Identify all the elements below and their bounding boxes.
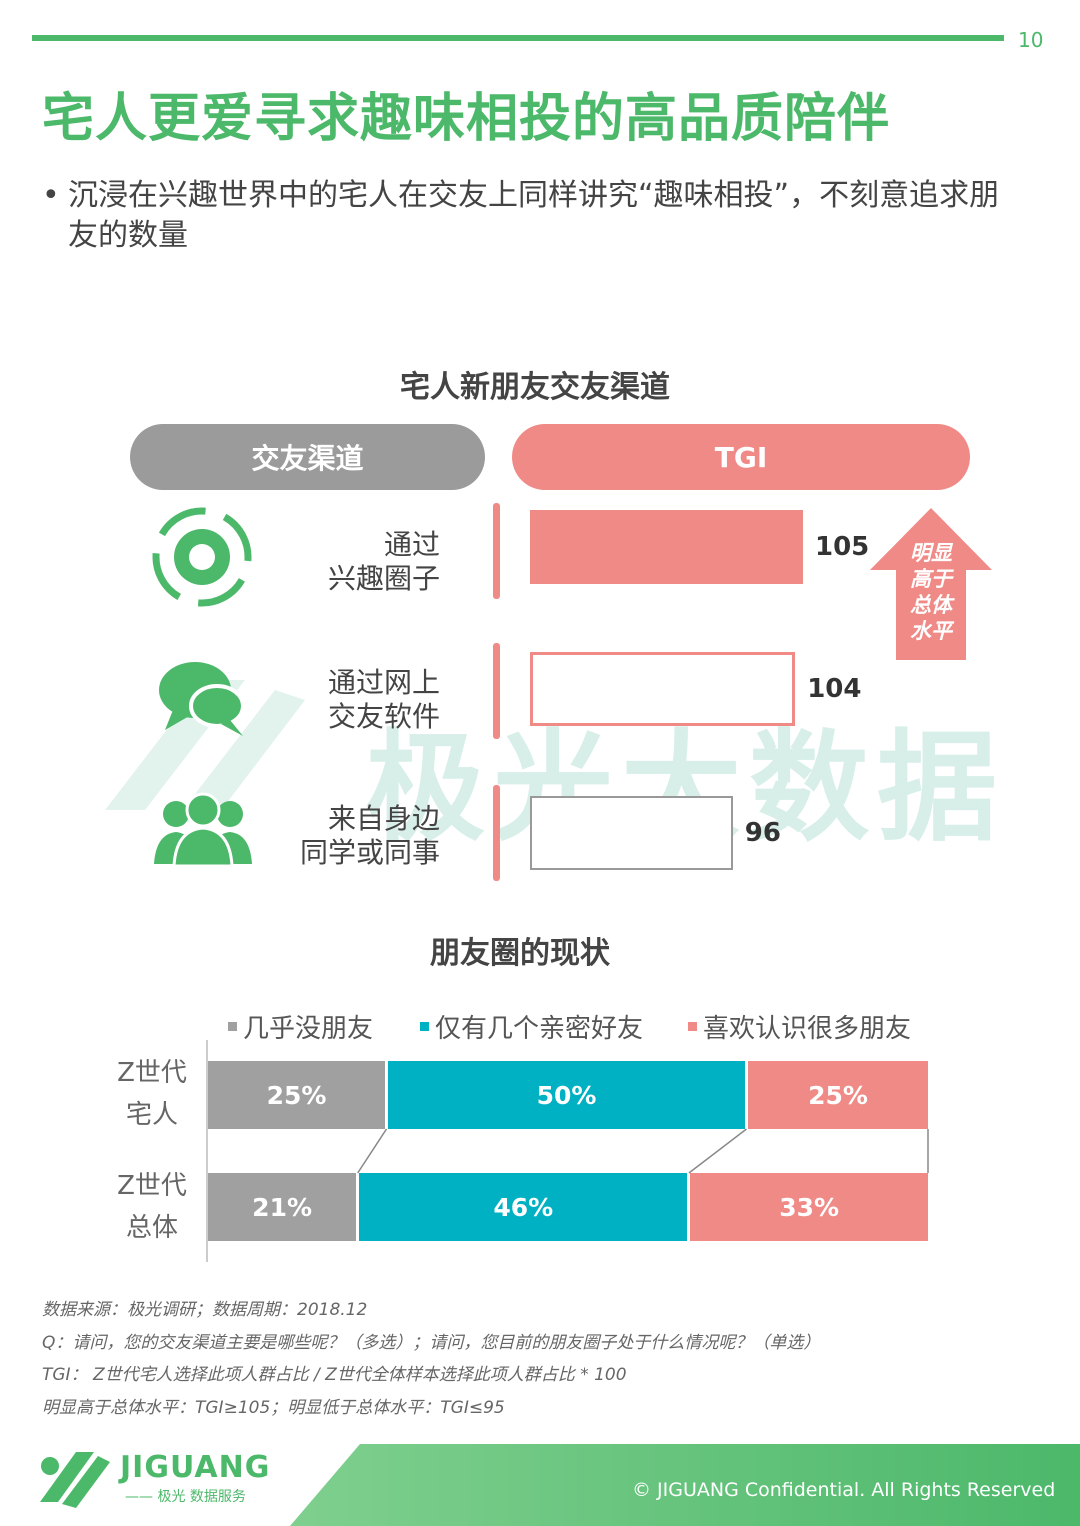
legend-label: 几乎没朋友 [243,1014,374,1044]
bullet-text: 沉浸在兴趣世界中的宅人在交友上同样讲究“趣味相投”，不刻意追求朋友的数量 [68,178,1000,253]
stacked-segment: 25% [748,1061,928,1129]
legend-item-many: 喜欢认识很多朋友 [688,1008,911,1045]
row-label-zhai: Z世代 宅人 [112,1052,192,1136]
stacked-segment: 33% [690,1173,928,1241]
bullet-dot: • [42,178,60,213]
row-separator [493,503,500,599]
callout-line: 高于 [910,567,952,591]
row-label-line1: Z世代 [117,1171,187,1201]
copyright-text: © JIGUANG Confidential. All Rights Reser… [632,1479,1056,1501]
channel-label-line2: 交友软件 [327,700,440,733]
up-arrow-icon [870,508,992,660]
row-label-total: Z世代 总体 [112,1165,192,1249]
channel-label-line1: 通过 [383,528,440,561]
channel-label-line2: 同学或同事 [299,836,440,869]
tgi-bar [530,510,803,584]
top-divider [32,35,1004,41]
row-label-line1: Z世代 [117,1058,187,1088]
channel-label-interest: 通过 兴趣圈子 [200,528,440,596]
tgi-bar [530,652,796,726]
tgi-bar [530,796,733,870]
logo-subtitle: —— 极光 数据服务 [125,1489,246,1505]
row-label-line2: 宅人 [125,1100,178,1130]
legend-label: 仅有几个亲密好友 [435,1014,644,1044]
footer-band [290,1444,1080,1526]
y-axis-line [206,1040,208,1262]
legend-swatch [228,1022,237,1031]
chat-bubbles-icon [159,662,245,736]
callout-text: 明显 高于 总体 水平 [893,540,969,644]
callout-line: 明显 [910,541,952,565]
legend-swatch [688,1022,697,1031]
callout-line: 总体 [910,593,952,617]
legend-label: 喜欢认识很多朋友 [703,1014,912,1044]
row-separator [493,785,500,881]
tgi-chart-title: 宅人新朋友交友渠道 [400,370,670,405]
channel-label-app: 通过网上 交友软件 [200,666,440,734]
target-icon [152,507,252,607]
legend-item-close: 仅有几个亲密好友 [420,1008,643,1045]
people-icon [154,792,252,868]
legend-item-few: 几乎没朋友 [228,1008,373,1045]
connector-line [357,1128,388,1174]
stacked-segment: 50% [388,1061,745,1129]
note-question: Q：请问，您的交友渠道主要是哪些呢？（多选）；请问，您目前的朋友圈子处于什么情况… [42,1333,821,1353]
channel-label-line2: 兴趣圈子 [327,562,440,595]
callout-line: 水平 [910,619,952,643]
stacked-segment: 46% [359,1173,688,1241]
note-tgi: TGI： Z世代宅人选择此项人群占比 / Z世代全体样本选择此项人群占比 * 1… [42,1365,627,1385]
tgi-value-label: 105 [815,532,870,562]
jiguang-logo-icon [40,1452,110,1508]
channel-label-line1: 通过网上 [327,666,440,699]
page-title: 宅人更爱寻求趣味相投的高品质陪伴 [42,89,891,149]
row-separator [493,643,500,739]
legend-swatch [420,1022,429,1031]
stacked-segment: 25% [208,1061,385,1129]
channel-label-line1: 来自身边 [327,802,440,835]
page-number: 10 [1018,28,1044,52]
row-label-line2: 总体 [125,1213,178,1243]
note-threshold: 明显高于总体水平：TGI≥105；明显低于总体水平：TGI≤95 [42,1398,505,1418]
friends-chart-title: 朋友圈的现状 [430,936,610,971]
tgi-header: TGI [512,424,970,490]
connector-line [688,1128,747,1174]
tgi-value-label: 96 [744,818,781,848]
channel-label-classmates: 来自身边 同学或同事 [200,802,440,870]
note-source: 数据来源：极光调研；数据周期：2018.12 [42,1300,368,1320]
stacked-segment: 21% [208,1173,357,1241]
logo-text: JIGUANG [120,1450,271,1485]
tgi-value-label: 104 [807,674,862,704]
channel-header: 交友渠道 [130,424,485,490]
